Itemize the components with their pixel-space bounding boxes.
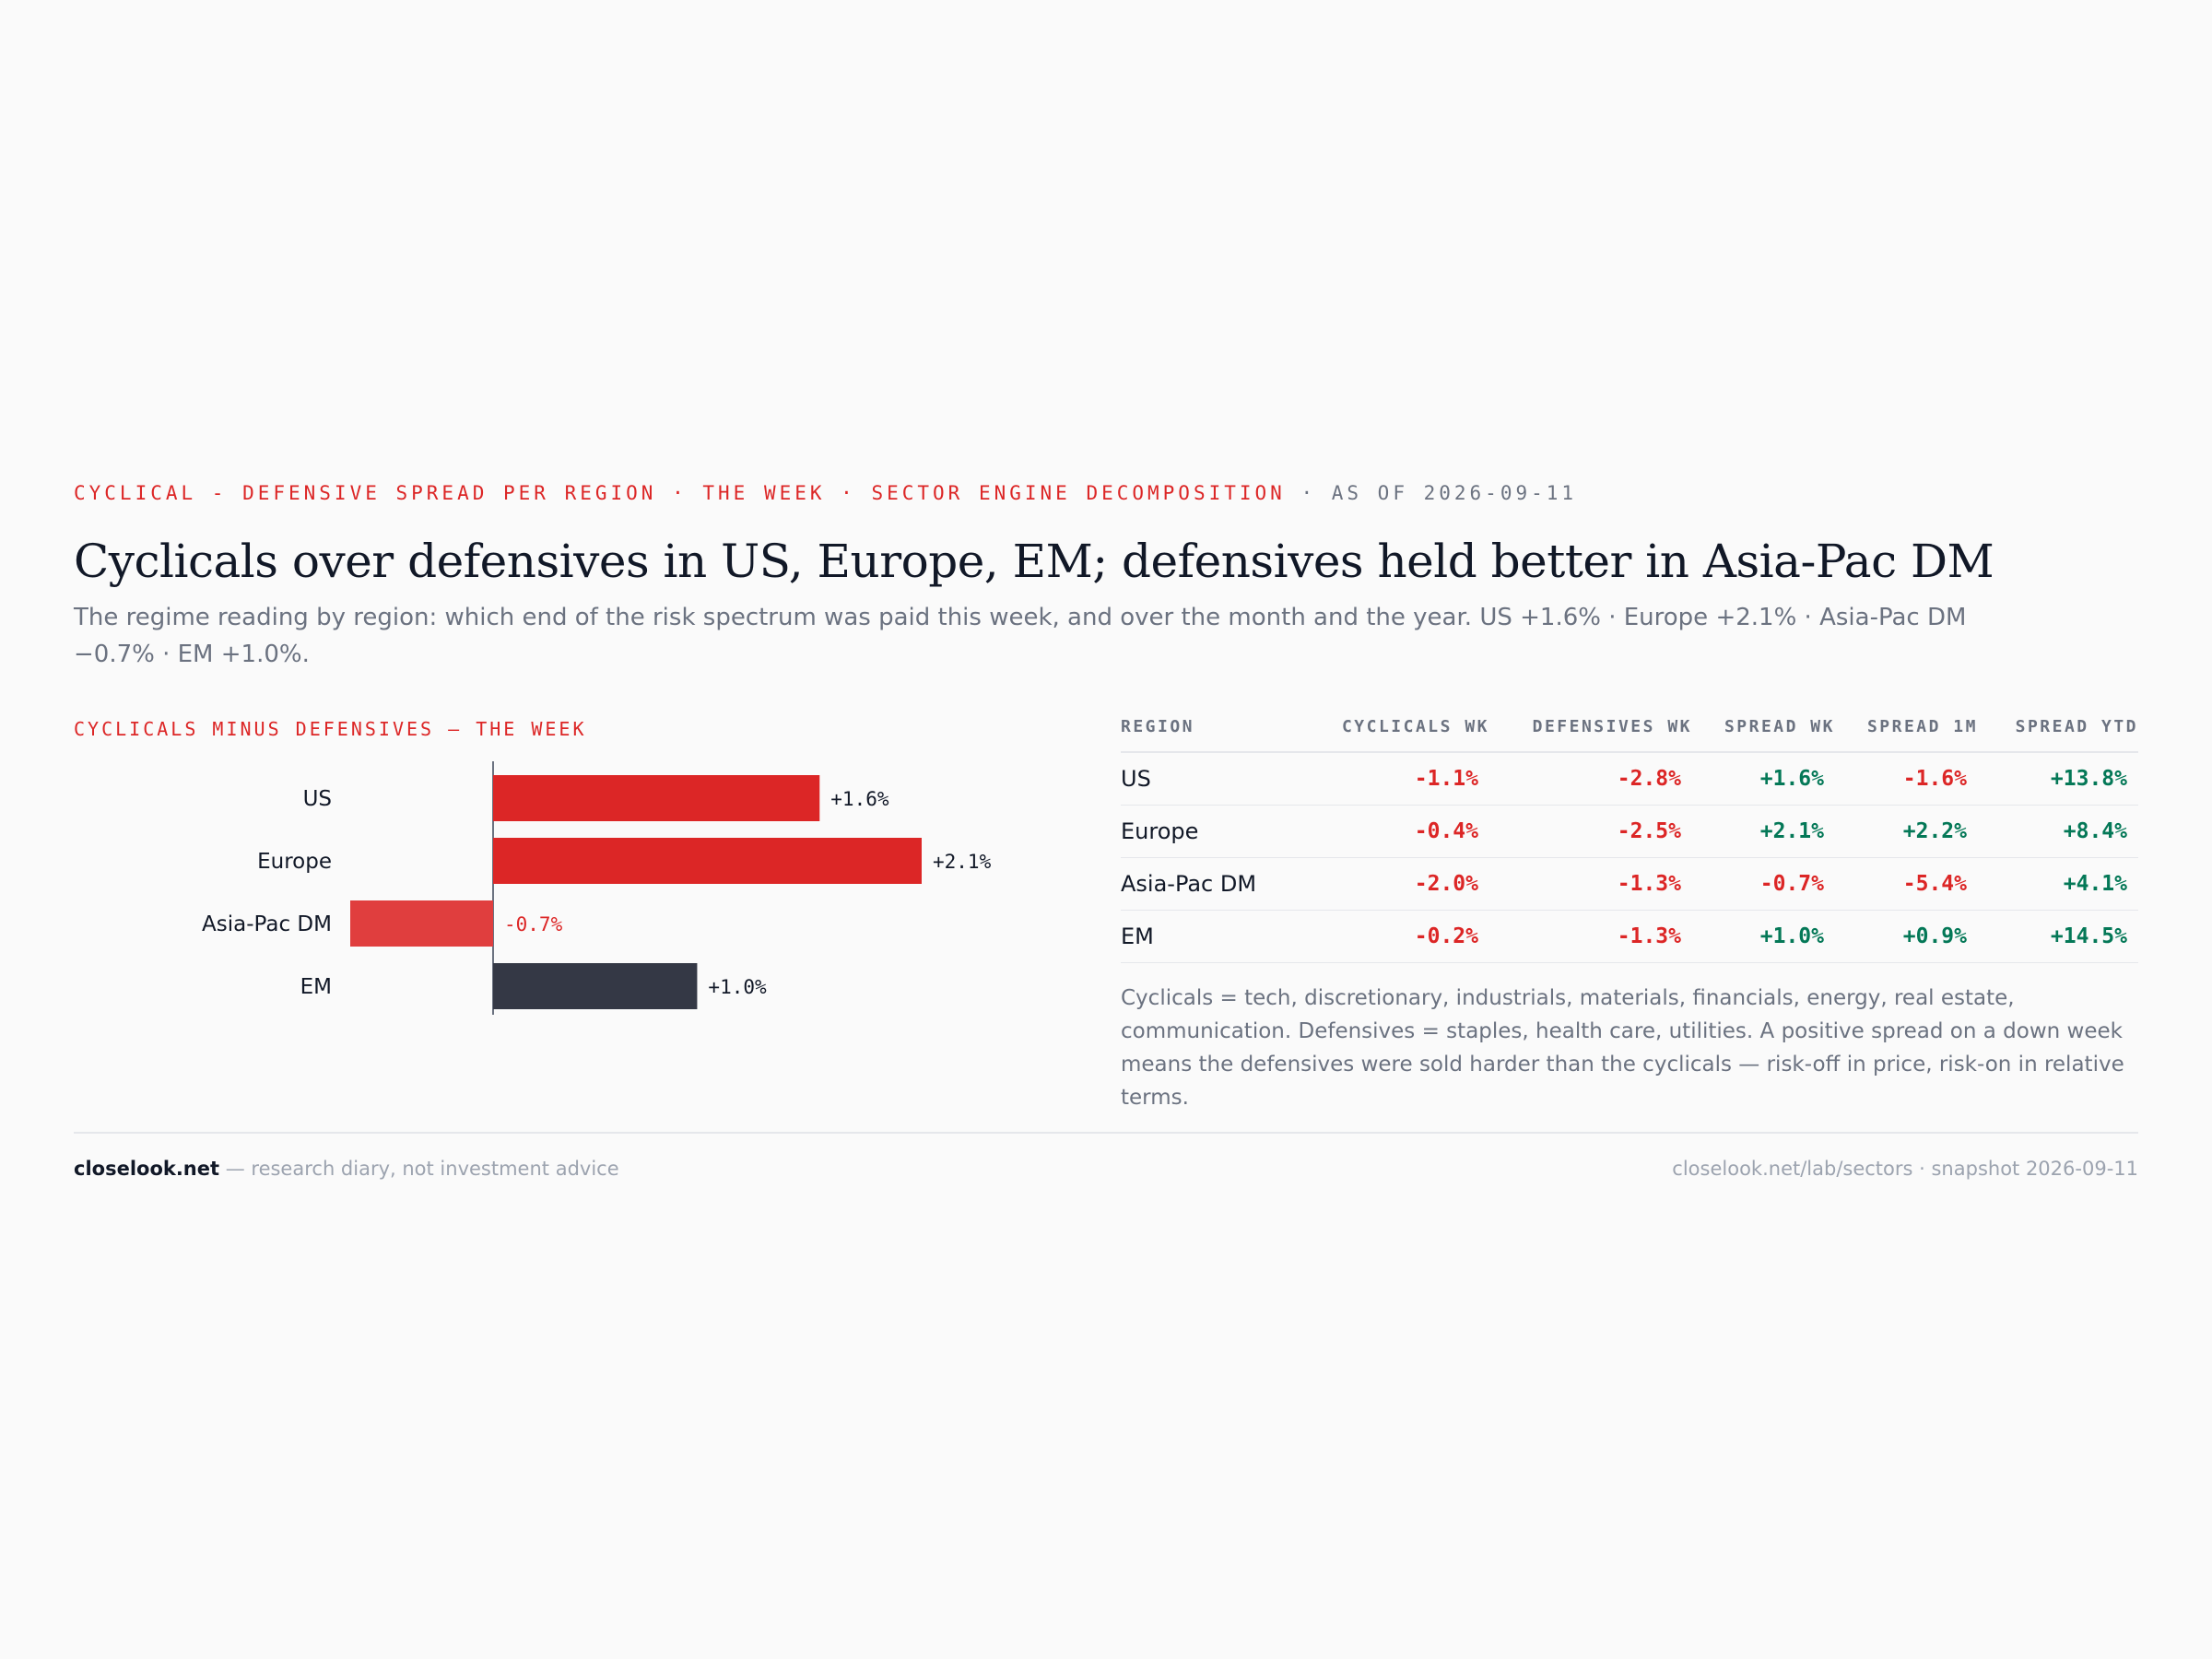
category-label: Asia-Pac DM bbox=[202, 912, 332, 936]
cell-spread-wk: -0.7% bbox=[1692, 857, 1835, 911]
table-row: Europe -0.4% -2.5% +2.1% +2.2% +8.4% bbox=[1121, 805, 2138, 858]
cell-spread-1m: +2.2% bbox=[1835, 805, 1978, 858]
table-header-row: REGION CYCLICALS WK DEFENSIVES WK SPREAD… bbox=[1121, 717, 2138, 753]
col-header-spread-ytd: SPREAD YTD bbox=[1978, 717, 2138, 753]
cell-defensives-wk: -2.8% bbox=[1489, 752, 1692, 806]
spread-table: REGION CYCLICALS WK DEFENSIVES WK SPREAD… bbox=[1121, 717, 2138, 963]
cell-spread-wk: +1.0% bbox=[1692, 910, 1835, 963]
footer-brand: closelook.net bbox=[74, 1158, 220, 1180]
cell-spread-wk: +1.6% bbox=[1692, 752, 1835, 806]
cell-defensives-wk: -1.3% bbox=[1489, 857, 1692, 911]
value-label: -0.7% bbox=[504, 913, 563, 935]
kicker-date: · AS OF 2026-09-11 bbox=[1285, 482, 1578, 504]
col-header-region: REGION bbox=[1121, 717, 1314, 753]
cell-spread-1m: +0.9% bbox=[1835, 910, 1978, 963]
bar bbox=[493, 775, 820, 821]
cell-region: Europe bbox=[1121, 805, 1314, 858]
table-panel: REGION CYCLICALS WK DEFENSIVES WK SPREAD… bbox=[1121, 717, 2138, 1114]
table-row: EM -0.2% -1.3% +1.0% +0.9% +14.5% bbox=[1121, 910, 2138, 963]
page-title: Cyclicals over defensives in US, Europe,… bbox=[74, 535, 1994, 588]
cell-spread-ytd: +4.1% bbox=[1978, 857, 2138, 911]
cell-spread-1m: -1.6% bbox=[1835, 752, 1978, 806]
footer: closelook.net — research diary, not inve… bbox=[74, 1132, 2138, 1180]
value-label: +2.1% bbox=[933, 851, 992, 873]
bar bbox=[493, 963, 698, 1009]
footer-source: closelook.net/lab/sectors · snapshot 202… bbox=[1672, 1158, 2138, 1180]
table-row: US -1.1% -2.8% +1.6% -1.6% +13.8% bbox=[1121, 752, 2138, 806]
cell-cyclicals-wk: -2.0% bbox=[1314, 857, 1489, 911]
cell-cyclicals-wk: -1.1% bbox=[1314, 752, 1489, 806]
category-label: EM bbox=[300, 975, 332, 999]
chart-panel: CYCLICALS MINUS DEFENSIVES — THE WEEK US… bbox=[74, 717, 1051, 1029]
cell-spread-1m: -5.4% bbox=[1835, 857, 1978, 911]
cell-spread-ytd: +8.4% bbox=[1978, 805, 2138, 858]
table-note: Cyclicals = tech, discretionary, industr… bbox=[1121, 986, 2124, 1110]
value-label: +1.0% bbox=[708, 976, 767, 998]
bar bbox=[493, 838, 922, 884]
bar-chart: US +1.6% Europe +2.1% Asia-Pac DM -0.7% EM +1.0… bbox=[202, 761, 992, 1015]
kicker-topic: CYCLICAL - DEFENSIVE SPREAD PER REGION ·… bbox=[74, 482, 1286, 504]
cell-cyclicals-wk: -0.4% bbox=[1314, 805, 1489, 858]
cell-defensives-wk: -2.5% bbox=[1489, 805, 1692, 858]
dashboard: CYCLICAL - DEFENSIVE SPREAD PER REGION ·… bbox=[74, 479, 2138, 1180]
cell-region: Asia-Pac DM bbox=[1121, 857, 1314, 911]
page-subtitle: The regime reading by region: which end … bbox=[74, 604, 1967, 668]
chart-title: CYCLICALS MINUS DEFENSIVES — THE WEEK bbox=[74, 718, 587, 740]
category-label: US bbox=[303, 787, 332, 811]
table-row: Asia-Pac DM -2.0% -1.3% -0.7% -5.4% +4.1… bbox=[1121, 857, 2138, 911]
cell-spread-ytd: +14.5% bbox=[1978, 910, 2138, 963]
col-header-cyclicals-wk: CYCLICALS WK bbox=[1314, 717, 1489, 753]
cell-defensives-wk: -1.3% bbox=[1489, 910, 1692, 963]
cell-cyclicals-wk: -0.2% bbox=[1314, 910, 1489, 963]
category-label: Europe bbox=[257, 850, 332, 874]
footer-tagline: — research diary, not investment advice bbox=[219, 1158, 619, 1180]
cell-region: US bbox=[1121, 752, 1314, 806]
col-header-spread-wk: SPREAD WK bbox=[1692, 717, 1835, 753]
col-header-spread-1m: SPREAD 1M bbox=[1835, 717, 1978, 753]
cell-spread-ytd: +13.8% bbox=[1978, 752, 2138, 806]
content-grid: CYCLICALS MINUS DEFENSIVES — THE WEEK US… bbox=[74, 717, 2138, 1123]
kicker: CYCLICAL - DEFENSIVE SPREAD PER REGION ·… bbox=[74, 479, 2138, 507]
value-label: +1.6% bbox=[830, 788, 889, 810]
col-header-defensives-wk: DEFENSIVES WK bbox=[1489, 717, 1692, 753]
bar bbox=[350, 900, 493, 947]
cell-spread-wk: +2.1% bbox=[1692, 805, 1835, 858]
cell-region: EM bbox=[1121, 910, 1314, 963]
